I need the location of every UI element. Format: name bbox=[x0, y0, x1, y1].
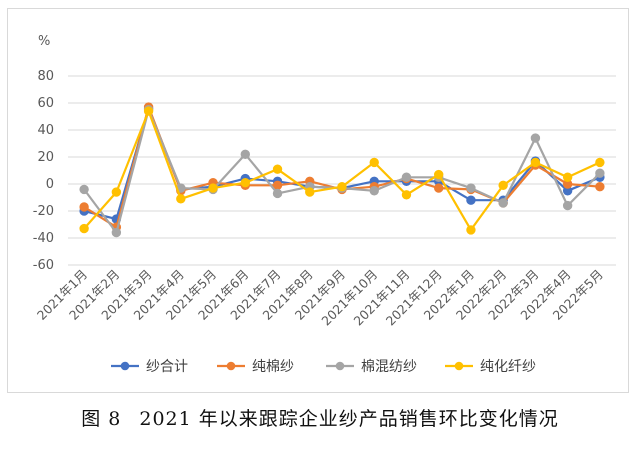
y-unit-label: % bbox=[38, 34, 50, 49]
data-point bbox=[176, 194, 186, 204]
y-tick-label: -40 bbox=[33, 231, 54, 246]
data-point bbox=[208, 183, 218, 193]
data-point bbox=[240, 149, 250, 160]
chart-frame: -60 -40 -20 0 20 40 60 80% 2021年1月 2021年2月 2021年3月… bbox=[7, 8, 629, 393]
legend-label: 棉混纺纱 bbox=[361, 358, 417, 375]
legend-label: 纱合计 bbox=[146, 359, 188, 375]
y-tick-label: -20 bbox=[33, 204, 54, 219]
y-tick-label: 40 bbox=[37, 123, 54, 138]
data-point bbox=[530, 157, 541, 168]
legend-label: 纯化纤纱 bbox=[480, 359, 536, 375]
figure-caption: 图 8 2021 年以来跟踪企业纱产品销售环比变化情况 bbox=[0, 404, 640, 431]
data-point bbox=[595, 168, 605, 178]
data-point bbox=[111, 227, 122, 238]
data-point bbox=[401, 172, 412, 182]
data-point bbox=[595, 157, 605, 168]
y-tick-label: -60 bbox=[33, 258, 54, 273]
figure-caption-label: 图 8 bbox=[81, 408, 122, 430]
data-point bbox=[466, 183, 476, 193]
data-point bbox=[79, 202, 89, 212]
series-line bbox=[83, 109, 601, 231]
legend-marker bbox=[335, 361, 345, 371]
data-point bbox=[272, 188, 283, 199]
data-point bbox=[530, 133, 541, 143]
data-point bbox=[595, 181, 605, 192]
data-point bbox=[111, 187, 122, 197]
data-point bbox=[498, 198, 508, 208]
data-point bbox=[337, 181, 347, 192]
line-chart: -60-40-20020406080%2021年1月2021年2月2021年3月… bbox=[33, 34, 616, 375]
data-point bbox=[79, 184, 89, 195]
y-tick-label: 20 bbox=[37, 150, 54, 165]
legend-marker bbox=[120, 361, 130, 371]
figure-caption-text: 2021 年以来跟踪企业纱产品销售环比变化情况 bbox=[139, 408, 559, 430]
data-point bbox=[240, 177, 250, 188]
data-point bbox=[79, 223, 89, 234]
data-point bbox=[143, 106, 154, 116]
data-point bbox=[434, 169, 444, 180]
data-point bbox=[434, 183, 444, 193]
y-tick-label: 60 bbox=[37, 96, 54, 111]
data-point bbox=[272, 164, 283, 174]
data-point bbox=[369, 157, 379, 168]
y-tick-label: 0 bbox=[46, 177, 54, 192]
series-line bbox=[83, 105, 600, 229]
data-point bbox=[562, 200, 573, 211]
data-point bbox=[562, 172, 573, 182]
data-point bbox=[369, 186, 379, 196]
legend-marker bbox=[226, 361, 236, 371]
legend-label: 纯棉纱 bbox=[252, 358, 294, 375]
y-tick-label: 80 bbox=[37, 69, 54, 84]
data-point bbox=[466, 195, 476, 205]
legend-marker bbox=[454, 361, 464, 371]
data-point bbox=[498, 180, 508, 191]
data-point bbox=[401, 190, 412, 200]
data-point bbox=[466, 225, 476, 235]
data-point bbox=[305, 187, 315, 197]
